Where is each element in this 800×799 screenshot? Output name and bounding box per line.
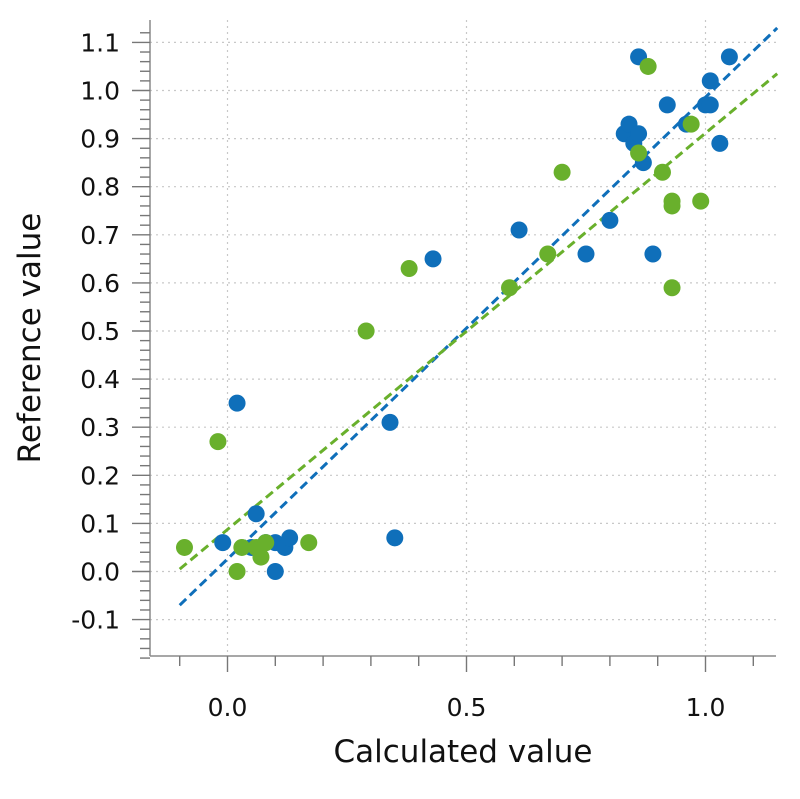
data-point-series-1 xyxy=(510,221,528,239)
data-point-series-2 xyxy=(630,144,648,162)
data-point-series-1 xyxy=(228,394,246,412)
data-point-series-2 xyxy=(539,245,557,263)
y-tick-label: -0.1 xyxy=(71,606,120,635)
y-tick-label: 0.5 xyxy=(80,317,120,346)
data-point-series-1 xyxy=(720,48,738,66)
data-point-series-2 xyxy=(257,534,275,552)
data-point-series-2 xyxy=(501,279,519,297)
data-point-series-2 xyxy=(553,163,571,181)
y-tick-label: 0.2 xyxy=(80,461,120,490)
fit-lines xyxy=(178,26,779,607)
y-tick-label: 0.9 xyxy=(80,125,120,154)
data-point-series-1 xyxy=(644,245,662,263)
data-point-series-1 xyxy=(281,529,299,547)
data-point-series-2 xyxy=(639,57,657,75)
data-point-series-2 xyxy=(692,192,710,210)
axes xyxy=(149,20,776,657)
fit-line-series-2 xyxy=(178,72,779,571)
y-tick-label: 0.0 xyxy=(80,558,120,587)
data-point-series-2 xyxy=(357,322,375,340)
grid-lines xyxy=(150,20,776,656)
y-tick-label: 0.7 xyxy=(80,221,120,250)
data-point-series-2 xyxy=(300,534,318,552)
data-point-series-1 xyxy=(381,413,399,431)
data-point-series-1 xyxy=(266,563,284,580)
data-point-series-2 xyxy=(400,259,418,277)
data-point-series-1 xyxy=(247,505,265,523)
data-point-series-1 xyxy=(701,96,719,114)
data-point-series-1 xyxy=(711,134,729,152)
data-point-series-2 xyxy=(233,538,251,556)
fit-line-series-1 xyxy=(178,26,779,607)
y-tick-label: 1.1 xyxy=(80,28,120,57)
x-tick-label: 0.0 xyxy=(208,693,248,722)
data-point-series-2 xyxy=(175,538,193,556)
data-points xyxy=(175,48,738,580)
data-point-series-2 xyxy=(663,279,681,297)
data-point-series-2 xyxy=(663,197,681,215)
data-point-series-2 xyxy=(653,163,671,181)
tick-marks xyxy=(132,32,754,672)
y-tick-label: 1.0 xyxy=(80,77,120,106)
data-point-series-1 xyxy=(630,125,648,143)
data-point-series-2 xyxy=(209,433,227,451)
y-tick-label: 0.8 xyxy=(80,173,120,202)
x-tick-label: 1.0 xyxy=(686,693,726,722)
tick-labels: -0.1 0.0 0.1 0.2 0.3 0.4 0.5 0.6 0.7 0.8 0.9 1.0 1.1… xyxy=(71,28,725,722)
x-tick-label: 0.5 xyxy=(447,693,487,722)
data-point-series-1 xyxy=(214,534,232,552)
data-point-series-1 xyxy=(701,72,719,90)
y-tick-label: 0.3 xyxy=(80,413,120,442)
data-point-series-1 xyxy=(386,529,404,547)
data-point-series-2 xyxy=(228,563,246,580)
y-tick-label: 0.6 xyxy=(80,269,120,298)
data-point-series-1 xyxy=(658,96,676,114)
y-axis-title: Reference value xyxy=(12,213,48,464)
y-tick-label: 0.4 xyxy=(80,365,120,394)
data-point-series-1 xyxy=(601,211,619,229)
data-point-series-1 xyxy=(577,245,595,263)
y-tick-label: 0.1 xyxy=(80,509,120,538)
data-point-series-2 xyxy=(252,548,270,566)
data-point-series-1 xyxy=(424,250,442,268)
data-point-series-2 xyxy=(682,115,700,133)
x-axis-title: Calculated value xyxy=(334,734,593,770)
